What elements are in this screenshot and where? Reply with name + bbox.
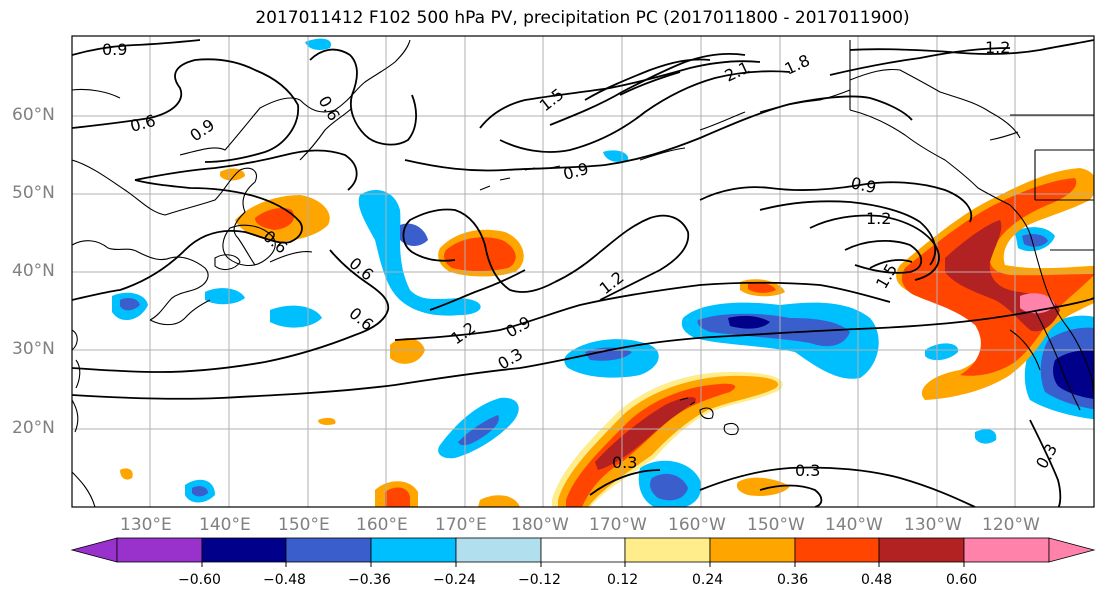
positive-precip-patch [444,237,516,271]
positive-precip-patch [385,487,410,507]
negative-precip-patch [458,415,499,446]
lon-label-180w: 180°W [511,515,569,535]
colorbar-segment [285,537,372,563]
negative-precip-patch [728,315,770,329]
negative-precip-patch [270,305,322,328]
colorbar-extend-high [1048,537,1096,563]
positive-precip-patch [566,383,736,507]
lat-label-50n: 50°N [12,183,55,203]
contour-label: 0.3 [612,453,637,472]
colorbar-label: 0.36 [777,572,809,588]
colorbar-segment [709,537,796,563]
colorbar-label: 0.24 [692,572,724,588]
lat-label-30n: 30°N [12,339,55,359]
negative-precip-patch [192,486,208,497]
colorbar-segment [624,537,711,563]
lon-label-150w: 150°W [747,515,805,535]
colorbar-label: 0.12 [607,572,639,588]
negative-precip-patch [205,288,245,305]
pv-contours [72,39,1094,507]
lon-label-160w: 160°W [668,515,726,535]
lat-label-40n: 40°N [12,261,55,281]
colorbar-segment [794,537,880,563]
negative-precip-patch [585,347,632,361]
negative-precip-patch [925,343,959,361]
positive-precip-patch [390,338,425,364]
precip-shading [112,38,1094,507]
contour-label: 0.9 [849,173,878,197]
contour-label: 0.9 [102,40,127,59]
contour-label: 1.2 [866,209,891,228]
colorbar-segment [201,537,287,563]
contour-label: 0.3 [795,461,820,480]
colorbar-label: −0.12 [518,572,561,588]
negative-precip-patch [358,190,481,316]
lat-label-60n: 60°N [12,105,55,125]
positive-precip-patch [120,468,133,480]
lat-label-20n: 20°N [12,418,55,438]
colorbar-label: 0.60 [946,572,978,588]
colorbar [70,537,1096,567]
negative-precip-patch [305,38,331,50]
negative-precip-patch [1053,350,1094,400]
colorbar-segment [963,537,1050,563]
positive-precip-patch [558,375,779,507]
positive-precip-patch [901,178,1094,376]
lon-label-160e: 160°E [356,515,408,535]
colorbar-label: 0.48 [861,572,893,588]
colorbar-segment [540,537,626,563]
colorbar-label: −0.36 [348,572,391,588]
lon-label-140w: 140°W [825,515,883,535]
lon-label-170w: 170°W [589,515,647,535]
colorbar-label: −0.60 [178,572,221,588]
lon-label-170e: 170°E [435,515,487,535]
colorbar-label: −0.48 [263,572,306,588]
lon-label-130e: 130°E [120,515,172,535]
positive-precip-patch [736,477,790,496]
lon-label-130w: 130°W [904,515,962,535]
positive-precip-patch [595,397,696,470]
map-frame [71,35,1095,508]
negative-precip-patch [120,297,140,311]
lon-label-140e: 140°E [199,515,251,535]
map-grid [72,36,1094,507]
colorbar-segment [878,537,965,563]
colorbar-segment [370,537,457,563]
positive-precip-patch [478,495,520,507]
lon-label-150e: 150°E [278,515,330,535]
colorbar-label: −0.24 [433,572,476,588]
negative-precip-patch [1022,233,1048,247]
negative-precip-patch [400,223,428,246]
positive-precip-patch [255,207,295,230]
map-title: 2017011412 F102 500 hPa PV, precipitatio… [255,8,910,28]
negative-precip-patch [975,429,997,444]
positive-precip-patch [318,417,336,425]
colorbar-extend-low [70,537,118,563]
colorbar-segment [116,537,203,563]
contour-label: 1.2 [985,38,1010,57]
colorbar-segment [455,537,542,563]
negative-precip-patch [650,473,688,501]
positive-precip-patch [748,282,776,293]
lon-label-120w: 120°W [982,515,1040,535]
